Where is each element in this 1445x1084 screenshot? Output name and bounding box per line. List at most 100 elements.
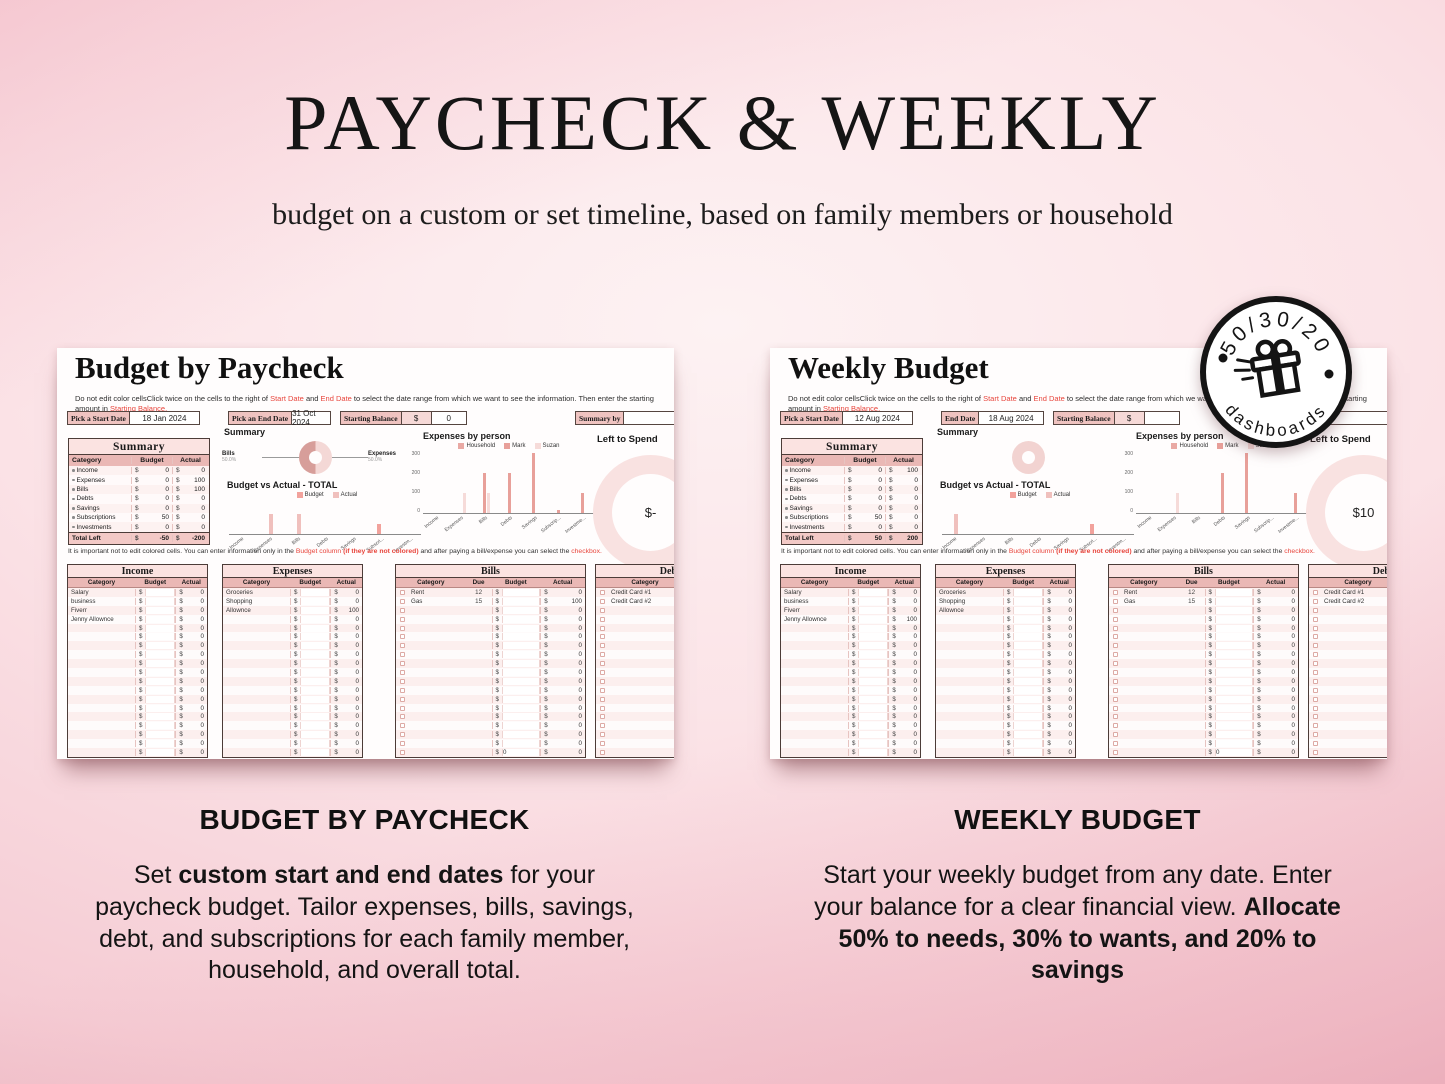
bill-paid-checkbox[interactable] [1112,749,1118,755]
budget-cell[interactable] [491,677,541,685]
budget-cell[interactable] [134,660,176,668]
row-group-dot-icon[interactable] [785,525,788,529]
row-group-dot-icon[interactable] [72,507,75,510]
budget-input-cell[interactable] [1013,713,1044,721]
budget-input-cell[interactable] [1214,722,1254,730]
budget-cell[interactable] [491,651,541,659]
budget-input-cell[interactable] [1214,633,1254,641]
debt-paid-checkbox[interactable] [1312,598,1318,604]
budget-input-cell[interactable] [300,615,331,623]
debt-paid-checkbox[interactable] [1312,696,1318,702]
category-cell[interactable]: Groceries [939,588,966,596]
budget-cell[interactable] [134,624,176,632]
debt-paid-checkbox[interactable] [1312,687,1318,693]
budget-input-cell[interactable] [501,668,541,676]
debt-paid-checkbox[interactable] [599,732,605,738]
budget-cell[interactable] [1204,668,1254,676]
bill-paid-checkbox[interactable] [399,661,405,667]
bill-paid-checkbox[interactable] [1112,687,1118,693]
budget-cell[interactable] [1204,588,1254,596]
summary-by-value[interactable] [624,412,674,424]
budget-cell[interactable] [491,704,541,712]
budget-input-cell[interactable] [858,642,889,650]
budget-cell[interactable] [847,748,889,756]
budget-cell[interactable] [289,713,331,721]
budget-cell[interactable]: 50 [131,514,172,522]
bill-paid-checkbox[interactable] [1112,696,1118,702]
budget-cell[interactable]: 0 [844,504,885,512]
budget-input-cell[interactable] [501,606,541,614]
bill-paid-checkbox[interactable] [399,741,405,747]
budget-input-cell[interactable] [300,695,331,703]
budget-cell[interactable] [847,606,889,614]
budget-input-cell[interactable] [1214,677,1254,685]
budget-input-cell[interactable] [501,695,541,703]
budget-cell[interactable] [1204,642,1254,650]
bill-paid-checkbox[interactable] [399,669,405,675]
budget-cell[interactable]: 0 [1204,748,1254,756]
budget-cell[interactable] [847,660,889,668]
budget-input-cell[interactable] [1013,668,1044,676]
debt-paid-checkbox[interactable] [599,589,605,595]
budget-input-cell[interactable] [1214,695,1254,703]
budget-cell[interactable]: 0 [131,523,172,531]
budget-input-cell[interactable]: 0 [1214,748,1254,756]
debt-paid-checkbox[interactable] [599,616,605,622]
budget-cell[interactable] [134,651,176,659]
category-cell[interactable]: Gas [1124,597,1136,605]
budget-input-cell[interactable] [1214,615,1254,623]
bill-paid-checkbox[interactable] [399,616,405,622]
budget-input-cell[interactable] [501,713,541,721]
budget-cell[interactable] [1002,686,1044,694]
category-cell[interactable]: Salary [784,588,802,596]
bill-paid-checkbox[interactable] [1112,714,1118,720]
debt-paid-checkbox[interactable] [1312,634,1318,640]
budget-cell[interactable] [847,588,889,596]
budget-cell[interactable] [847,704,889,712]
budget-cell[interactable] [847,713,889,721]
budget-cell[interactable] [491,642,541,650]
budget-input-cell[interactable] [145,740,176,748]
row-group-dot-icon[interactable] [785,507,788,510]
budget-cell[interactable] [1204,597,1254,605]
budget-cell[interactable] [289,660,331,668]
budget-cell[interactable] [134,615,176,623]
budget-cell[interactable] [134,597,176,605]
budget-cell[interactable] [289,722,331,730]
end-date-value[interactable]: 31 Oct 2024 [292,409,330,427]
budget-cell[interactable] [134,713,176,721]
budget-input-cell[interactable] [858,713,889,721]
row-group-dot-icon[interactable] [72,525,75,529]
row-group-dot-icon[interactable] [785,488,788,491]
budget-cell[interactable] [1002,660,1044,668]
budget-cell[interactable] [134,677,176,685]
debt-paid-checkbox[interactable] [1312,607,1318,613]
debt-paid-checkbox[interactable] [1312,652,1318,658]
budget-cell[interactable] [491,686,541,694]
budget-cell[interactable] [847,651,889,659]
debt-paid-checkbox[interactable] [599,714,605,720]
budget-input-cell[interactable] [1214,642,1254,650]
debt-paid-checkbox[interactable] [599,652,605,658]
bill-paid-checkbox[interactable] [1112,723,1118,729]
budget-input-cell[interactable] [1214,624,1254,632]
budget-input-cell[interactable] [501,588,541,596]
bill-paid-checkbox[interactable] [1112,625,1118,631]
budget-input-cell[interactable] [1214,731,1254,739]
budget-input-cell[interactable] [300,651,331,659]
budget-input-cell[interactable] [501,677,541,685]
bill-paid-checkbox[interactable] [1112,643,1118,649]
budget-input-cell[interactable] [300,668,331,676]
budget-input-cell[interactable] [1214,713,1254,721]
budget-cell[interactable] [1002,668,1044,676]
bill-paid-checkbox[interactable] [1112,669,1118,675]
budget-input-cell[interactable] [145,677,176,685]
bill-paid-checkbox[interactable] [399,723,405,729]
budget-cell[interactable] [134,704,176,712]
budget-input-cell[interactable] [145,651,176,659]
category-cell[interactable]: Allownce [226,606,251,614]
budget-cell[interactable] [134,642,176,650]
budget-input-cell[interactable] [1013,677,1044,685]
budget-cell[interactable] [289,686,331,694]
bill-paid-checkbox[interactable] [399,705,405,711]
